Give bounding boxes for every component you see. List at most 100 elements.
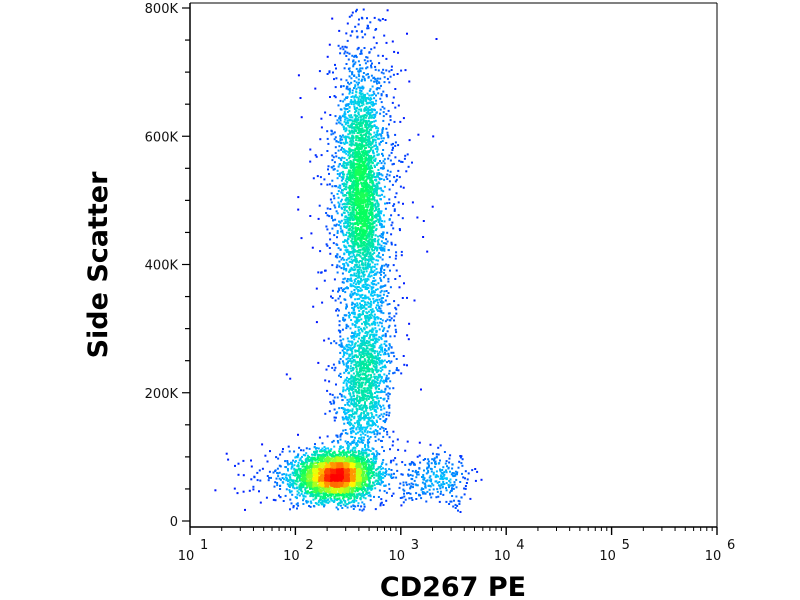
event-point [340,171,343,174]
event-point [380,389,383,392]
event-point [326,130,329,133]
event-point [380,498,383,501]
event-point [349,327,352,330]
event-point [376,184,379,187]
event-point [387,135,390,138]
event-point [374,327,377,330]
event-point [299,468,302,471]
event-point [339,502,342,504]
event-point [331,159,334,162]
event-point [335,383,337,386]
event-point [375,384,378,387]
event-point [334,185,337,188]
event-point [353,55,356,58]
event-point [326,389,329,392]
event-point [424,458,427,460]
event-point [336,119,339,122]
event-point [426,479,429,482]
event-point [304,495,307,498]
event-point [374,350,377,353]
event-point [368,453,371,456]
event-point [379,318,382,320]
event-point [351,232,353,235]
event-point [399,229,401,232]
event-point [342,206,345,209]
event-point [384,202,386,205]
event-point [367,259,369,261]
event-point [359,416,362,419]
event-point [331,154,334,157]
event-point [375,144,377,147]
event-point [279,496,282,499]
event-point [346,380,349,383]
event-point [366,228,369,231]
event-point [337,290,339,293]
event-point [365,105,368,108]
event-point [376,293,379,296]
event-point [360,108,363,111]
event-point [420,497,423,500]
event-point [353,378,356,381]
event-point [443,477,446,480]
event-point [341,345,344,348]
event-point [369,335,371,338]
event-point [380,212,382,215]
event-point [374,147,377,150]
event-point [293,464,296,467]
event-point [361,86,364,89]
event-point [290,478,292,481]
event-point [373,408,376,411]
event-point [378,363,381,366]
event-point [323,178,326,181]
event-point [375,163,378,166]
event-point [446,465,448,468]
event-point [345,358,348,361]
event-point [353,338,356,341]
event-point [378,143,381,146]
event-point [264,454,267,457]
event-point [368,235,371,237]
event-point [365,354,368,357]
event-point [350,505,353,508]
event-point [362,396,365,399]
event-point [319,450,321,453]
event-point [377,194,380,197]
event-point [296,469,299,472]
event-point [425,480,428,482]
event-point [348,404,351,407]
event-point [369,140,372,143]
event-point [344,368,347,371]
event-point [360,495,363,498]
event-point [386,178,389,180]
event-point [339,52,342,55]
event-point [387,264,390,267]
event-point [379,77,382,80]
event-point [363,363,366,366]
event-point [378,243,381,246]
event-point [369,121,372,124]
event-point [362,494,365,497]
event-point [362,129,365,132]
event-point [353,359,356,362]
event-point [474,468,477,470]
event-point [338,360,341,363]
event-point [345,188,348,191]
event-point [388,483,391,486]
event-point [392,142,394,145]
event-point [376,288,379,291]
event-point [384,299,387,302]
event-point [370,376,373,379]
event-point [342,100,345,103]
event-point [348,129,351,132]
event-point [341,203,344,206]
event-point [376,432,379,435]
event-point [350,103,353,105]
event-point [354,505,357,508]
event-point [366,316,369,319]
event-point [361,447,364,450]
event-point [284,466,287,468]
event-point [282,500,285,502]
event-point [371,116,374,119]
event-point [348,423,351,426]
event-point [318,499,321,502]
